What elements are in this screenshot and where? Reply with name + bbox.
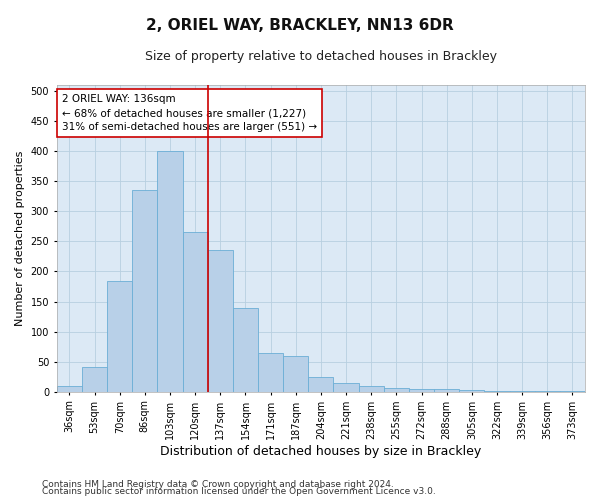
Bar xyxy=(434,390,459,392)
Bar xyxy=(560,390,585,392)
Text: Contains public sector information licensed under the Open Government Licence v3: Contains public sector information licen… xyxy=(42,487,436,496)
Bar xyxy=(132,190,157,392)
Bar xyxy=(208,250,233,392)
Bar xyxy=(258,352,283,392)
Bar xyxy=(82,366,107,392)
Bar xyxy=(459,390,484,392)
Bar xyxy=(308,377,334,392)
Bar xyxy=(409,389,434,392)
Bar xyxy=(57,386,82,392)
Bar xyxy=(334,383,359,392)
Bar xyxy=(535,391,560,392)
Bar xyxy=(157,151,182,392)
Text: 2 ORIEL WAY: 136sqm
← 68% of detached houses are smaller (1,227)
31% of semi-det: 2 ORIEL WAY: 136sqm ← 68% of detached ho… xyxy=(62,94,317,132)
X-axis label: Distribution of detached houses by size in Brackley: Distribution of detached houses by size … xyxy=(160,444,482,458)
Bar xyxy=(107,280,132,392)
Y-axis label: Number of detached properties: Number of detached properties xyxy=(15,150,25,326)
Bar xyxy=(484,390,509,392)
Bar xyxy=(509,391,535,392)
Bar xyxy=(233,308,258,392)
Text: 2, ORIEL WAY, BRACKLEY, NN13 6DR: 2, ORIEL WAY, BRACKLEY, NN13 6DR xyxy=(146,18,454,32)
Text: Contains HM Land Registry data © Crown copyright and database right 2024.: Contains HM Land Registry data © Crown c… xyxy=(42,480,394,489)
Title: Size of property relative to detached houses in Brackley: Size of property relative to detached ho… xyxy=(145,50,497,63)
Bar xyxy=(384,388,409,392)
Bar xyxy=(359,386,384,392)
Bar xyxy=(283,356,308,392)
Bar xyxy=(182,232,208,392)
